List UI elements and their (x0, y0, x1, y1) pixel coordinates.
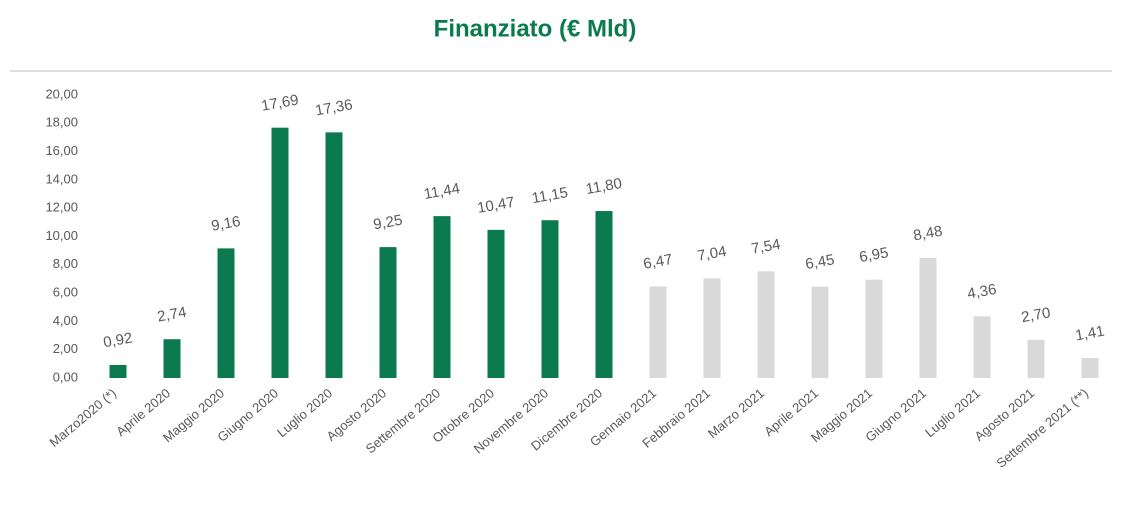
y-tick-label: 0,00 (53, 369, 78, 384)
x-tick-label: Marzo2020 (*) (46, 385, 119, 449)
value-label: 11,44 (422, 180, 461, 203)
value-label: 11,80 (584, 175, 623, 198)
value-label: 4,36 (966, 281, 998, 303)
value-label: 8,48 (912, 223, 944, 245)
y-tick-label: 12,00 (45, 200, 78, 215)
bar (163, 339, 181, 378)
bar (919, 258, 937, 378)
value-label: 2,74 (156, 304, 188, 326)
value-label: 9,25 (372, 212, 404, 234)
value-label: 11,15 (530, 184, 569, 207)
value-label: 7,54 (750, 236, 782, 258)
bar (379, 247, 397, 378)
bar (325, 132, 343, 378)
bar (109, 364, 127, 378)
y-tick-label: 20,00 (45, 86, 78, 101)
bar (595, 211, 613, 378)
value-label: 17,69 (260, 92, 300, 115)
y-tick-label: 10,00 (45, 228, 78, 243)
bar (1081, 358, 1099, 378)
bar (703, 278, 721, 378)
y-tick-label: 16,00 (45, 143, 78, 158)
y-tick-label: 2,00 (53, 341, 78, 356)
bar (757, 271, 775, 378)
value-label: 9,16 (210, 213, 242, 235)
y-tick-label: 18,00 (45, 115, 78, 130)
x-tick-label: Marzo 2021 (705, 385, 767, 441)
value-label: 17,36 (314, 96, 354, 119)
value-label: 6,45 (804, 251, 836, 273)
y-tick-label: 6,00 (53, 285, 78, 300)
bar (271, 127, 289, 379)
value-label: 6,95 (858, 244, 890, 266)
value-label: 0,92 (102, 330, 134, 352)
bar (811, 286, 829, 378)
bar (1027, 339, 1045, 378)
value-label: 7,04 (696, 243, 728, 265)
value-label: 10,47 (476, 194, 516, 217)
value-label: 1,41 (1074, 323, 1106, 345)
bar (865, 279, 883, 378)
bar (487, 229, 505, 378)
y-tick-label: 14,00 (45, 171, 78, 186)
value-label: 6,47 (642, 251, 674, 273)
chart-title: Finanziato (€ Mld) (434, 15, 637, 42)
y-tick-label: 8,00 (53, 256, 78, 271)
bar (217, 248, 235, 378)
y-tick-label: 4,00 (53, 313, 78, 328)
bar (541, 220, 559, 378)
bar (433, 216, 451, 378)
x-tick-label: Settembre 2021 (**) (993, 385, 1091, 470)
bar (973, 316, 991, 378)
value-label: 2,70 (1020, 304, 1052, 326)
bar (649, 286, 667, 378)
